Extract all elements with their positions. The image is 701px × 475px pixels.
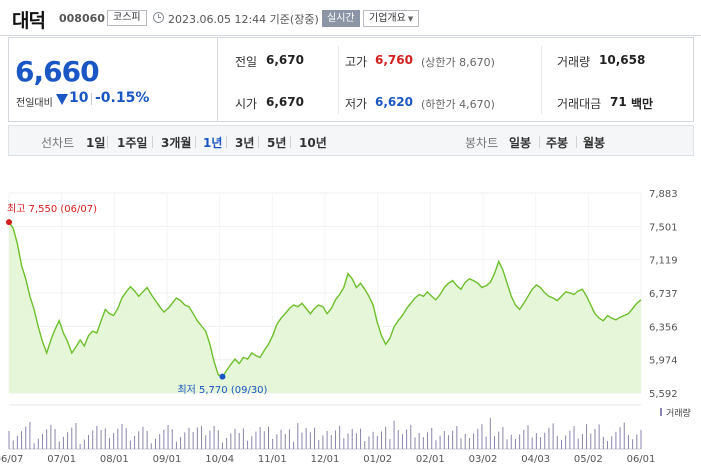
divider [576, 136, 577, 148]
y-tick-label: 6,356 [649, 322, 678, 333]
divider [338, 46, 339, 114]
amount-label: 거래대금 [557, 97, 602, 111]
tab-3month[interactable]: 3개월 [161, 136, 192, 150]
x-tick-label: 04/03 [521, 454, 550, 465]
volume-value: 10,658 [599, 53, 646, 67]
volume-label: 거래량 [557, 55, 591, 69]
divider [195, 136, 196, 148]
y-tick-label: 7,119 [649, 256, 678, 267]
high-value: 6,760 [375, 53, 413, 67]
chevron-down-icon: ▼ [407, 15, 414, 23]
tab-10year[interactable]: 10년 [299, 136, 327, 150]
x-tick-label: 09/01 [153, 454, 182, 465]
x-tick-label: 07/01 [47, 454, 76, 465]
tab-daily-candle[interactable]: 일봉 [509, 136, 532, 150]
y-tick-label: 5,592 [649, 389, 678, 400]
divider [258, 136, 259, 148]
y-tick-label: 7,883 [649, 189, 678, 200]
tab-1year[interactable]: 1년 [203, 136, 223, 150]
stock-header: 대덕 008060 코스피 2023.06.05 12:44 기준(장중) 실시… [0, 0, 701, 36]
period-tabs: 선차트 1일 1주일 3개월 1년 3년 5년 10년 봉차트 일봉 주봉 월봉 [8, 125, 694, 156]
divider [91, 93, 92, 105]
tab-3year[interactable]: 3년 [235, 136, 255, 150]
x-tick-label: 01/02 [363, 454, 392, 465]
divider [152, 136, 153, 148]
low-value: 6,620 [375, 95, 413, 109]
down-triangle-icon [56, 94, 68, 105]
quote-panel: 6,660 전일대비 10 -0.15% 전일 6,670 시가 6,670 고… [8, 37, 694, 122]
price-chart-svg: 7,883 7,501 7,119 6,737 6,356 5,974 5,592 06/07… [0, 189, 691, 465]
open-value: 6,670 [266, 95, 304, 109]
divider [541, 46, 542, 114]
current-price: 6,660 [15, 55, 100, 88]
prev-close-label: 전일 [235, 55, 258, 69]
tab-weekly-candle[interactable]: 주봉 [546, 136, 569, 150]
line-chart-title: 선차트 [41, 136, 75, 150]
volume-legend-icon [660, 408, 662, 416]
change-percent: -0.15% [95, 90, 150, 106]
low-marker [219, 373, 226, 380]
price-chart: 7,883 7,501 7,119 6,737 6,356 5,974 5,592 06/07… [0, 180, 701, 475]
x-tick-label: 10/04 [205, 454, 234, 465]
upper-limit: (상한가 8,670) [421, 56, 495, 69]
change-label: 전일대비 [16, 98, 53, 109]
divider [226, 136, 227, 148]
x-tick-label: 11/01 [258, 454, 287, 465]
tab-1day[interactable]: 1일 [86, 136, 106, 150]
stock-code: 008060 [59, 12, 105, 25]
y-tick-label: 5,974 [649, 356, 678, 367]
amount-unit: 백만 [631, 97, 654, 111]
divider [107, 136, 108, 148]
candle-chart-title: 봉차트 [465, 136, 499, 150]
company-info-label: 기업개요 [369, 13, 406, 24]
x-tick-label: 06/01 [627, 454, 656, 465]
high-marker [6, 219, 12, 226]
x-tick-label: 02/01 [416, 454, 445, 465]
realtime-button[interactable]: 실시간 [322, 10, 360, 27]
x-tick-label: 05/02 [574, 454, 603, 465]
tab-1week[interactable]: 1주일 [117, 136, 148, 150]
high-annotation: 최고 7,550 (06/07) [7, 203, 97, 215]
x-tick-label: 08/01 [100, 454, 129, 465]
amount-value: 71 [610, 95, 627, 109]
y-tick-label: 6,737 [649, 289, 678, 300]
company-info-dropdown[interactable]: 기업개요 ▼ [363, 10, 420, 27]
divider [290, 136, 291, 148]
timestamp: 2023.06.05 12:44 기준(장중) [168, 13, 319, 26]
low-annotation: 최저 5,770 (09/30) [177, 384, 267, 396]
low-label: 저가 [345, 97, 368, 111]
x-tick-label: 06/07 [0, 454, 23, 465]
market-badge: 코스피 [107, 10, 147, 26]
change-value: 10 [69, 90, 89, 106]
stock-name: 대덕 [12, 10, 46, 32]
divider [539, 136, 540, 148]
price-area [9, 222, 641, 393]
x-tick-label: 03/02 [469, 454, 498, 465]
y-tick-label: 7,501 [649, 222, 678, 233]
clock-icon [153, 12, 164, 23]
high-label: 고가 [345, 55, 368, 69]
price-line [8, 221, 642, 378]
x-tick-label: 12/01 [311, 454, 340, 465]
tab-5year[interactable]: 5년 [267, 136, 287, 150]
open-label: 시가 [235, 97, 258, 111]
volume-legend-label: 거래량 [666, 407, 691, 419]
tab-monthly-candle[interactable]: 월봉 [583, 136, 606, 150]
lower-limit: (하한가 4,670) [421, 98, 495, 111]
current-price-box: 6,660 전일대비 10 -0.15% [9, 38, 218, 121]
prev-close-value: 6,670 [266, 53, 304, 67]
